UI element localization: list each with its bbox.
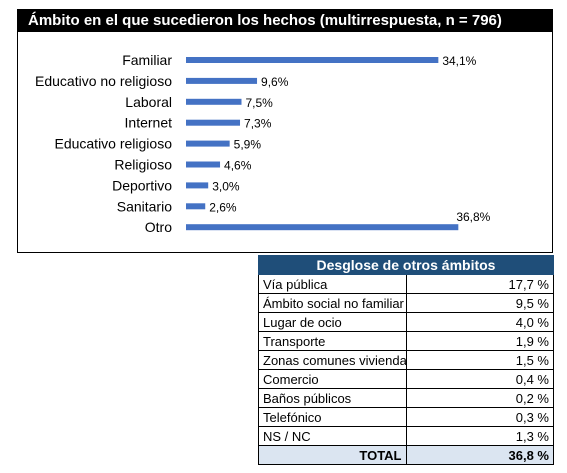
bar [186, 203, 206, 210]
bar [186, 224, 459, 231]
total-row: TOTAL 36,8 % [258, 445, 554, 465]
row-label: Transporte [258, 331, 407, 351]
row-value: 4,0 % [405, 312, 554, 332]
row-value: 1,3 % [405, 426, 554, 446]
bar [186, 119, 241, 126]
row-label: Telefónico [258, 407, 407, 427]
category-label: Deportivo [112, 177, 172, 193]
category-label: Educativo no religioso [35, 73, 172, 89]
row-label: Comercio [258, 369, 407, 389]
category-label: Otro [145, 219, 172, 235]
bar [186, 140, 230, 147]
value-label: 34,1% [442, 54, 476, 68]
value-label: 9,6% [261, 75, 289, 89]
row-value: 0,2 % [405, 388, 554, 408]
category-label: Internet [125, 115, 173, 131]
row-label: Vía pública [258, 274, 407, 294]
value-label: 36,8% [456, 210, 490, 224]
category-label: Laboral [125, 94, 172, 110]
table-row: Comercio 0,4 % [258, 369, 554, 389]
table-row: Vía pública 17,7 % [258, 274, 554, 294]
row-label: NS / NC [258, 426, 407, 446]
value-label: 5,9% [234, 138, 262, 152]
value-label: 3,0% [212, 179, 240, 193]
table-row: Transporte 1,9 % [258, 331, 554, 351]
row-value: 0,4 % [405, 369, 554, 389]
bar [186, 182, 209, 189]
value-label: 4,6% [224, 159, 252, 173]
bar [186, 77, 258, 84]
category-label: Sanitario [117, 198, 172, 214]
row-value: 1,9 % [405, 331, 554, 351]
table-row: Baños públicos 0,2 % [258, 388, 554, 408]
table-row: Lugar de ocio 4,0 % [258, 312, 554, 332]
bar [186, 98, 242, 105]
table-row: Telefónico 0,3 % [258, 407, 554, 427]
table-row: NS / NC 1,3 % [258, 426, 554, 446]
category-label: Religioso [114, 157, 172, 173]
row-value: 17,7 % [405, 274, 554, 294]
value-label: 7,5% [246, 96, 274, 110]
breakdown-table-title: Desglose de otros ámbitos [258, 255, 554, 275]
bar-chart: Familiar 34,1% Educativo no religioso 9,6% L… [35, 52, 491, 235]
table-row: Ámbito social no familiar 9,5 % [258, 293, 554, 313]
total-label: TOTAL [258, 445, 407, 465]
row-label: Ámbito social no familiar [258, 293, 407, 313]
total-value: 36,8 % [405, 445, 554, 465]
category-label: Familiar [122, 52, 172, 68]
value-label: 2,6% [209, 200, 237, 214]
row-label: Lugar de ocio [258, 312, 407, 332]
row-value: 0,3 % [405, 407, 554, 427]
table-row: Zonas comunes vivienda 1,5 % [258, 350, 554, 370]
bar [186, 161, 221, 168]
chart-title: Ámbito en el que sucedieron los hechos (… [18, 10, 552, 32]
row-label: Baños públicos [258, 388, 407, 408]
breakdown-table-panel: Desglose de otros ámbitos Vía pública 17,… [258, 255, 554, 465]
row-value: 9,5 % [405, 293, 554, 313]
row-value: 1,5 % [405, 350, 554, 370]
chart-panel: Ámbito en el que sucedieron los hechos (… [17, 9, 553, 253]
row-label: Zonas comunes vivienda [258, 350, 407, 370]
breakdown-table: Desglose de otros ámbitos Vía pública 17,… [258, 255, 554, 465]
category-label: Educativo religioso [54, 136, 172, 152]
bar [186, 57, 439, 63]
value-label: 7,3% [244, 117, 272, 131]
